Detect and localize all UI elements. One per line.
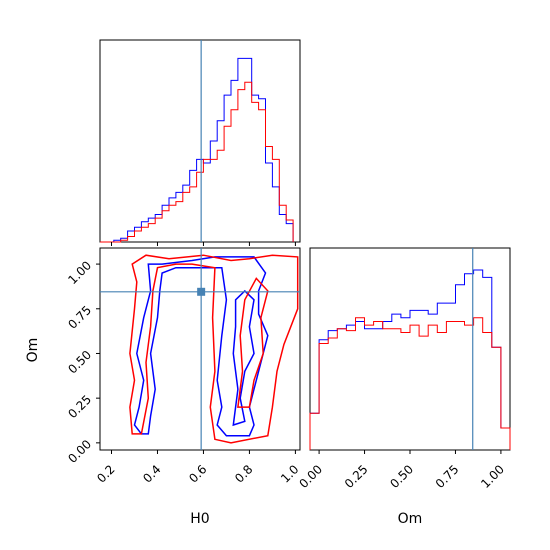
truth-point	[197, 287, 206, 296]
om-x-tick-label: 0.00	[296, 462, 325, 491]
truth-markers	[100, 40, 474, 450]
om-histogram-series-1	[309, 269, 511, 450]
contour-series-2-level-1	[129, 254, 299, 444]
contour-series-1-level-2	[232, 289, 255, 427]
h0-marginal-frame	[99, 39, 301, 243]
om-x-tick-label: 0.25	[342, 462, 371, 491]
om-marginal-frame	[309, 247, 511, 451]
om-y-tick-label: 0.25	[65, 392, 94, 421]
h0-histogram-series-1	[100, 57, 294, 243]
h0-marginal-histograms	[100, 57, 294, 243]
h0-histogram-series-2	[100, 81, 294, 243]
om-y-tick-label: 0.50	[65, 348, 94, 377]
h0-tick-label: 0.2	[94, 462, 117, 485]
om-y-tick-label: 0.00	[65, 437, 94, 466]
om-histogram-series-2	[309, 317, 511, 450]
contour-series-2-level-2	[237, 277, 269, 408]
h0-axis-label: H0	[190, 511, 209, 527]
om-marginal-histograms	[309, 269, 511, 450]
om-x-tick-label: 0.50	[387, 462, 416, 491]
h0-om-contours	[129, 254, 299, 444]
om-x-tick-label: 0.75	[433, 462, 462, 491]
h0-tick-label: 0.8	[232, 462, 255, 485]
contour-frame	[99, 247, 301, 451]
om-y-tick-label: 1.00	[65, 258, 94, 287]
h0-tick-label: 0.4	[140, 462, 163, 485]
h0-tick-label: 0.6	[186, 462, 209, 485]
om-y-tick-label: 0.75	[65, 303, 94, 332]
om-x-tick-label: 1.00	[478, 462, 507, 491]
om-axis-label-left: Om	[25, 338, 41, 363]
om-axis-label-bottom: Om	[398, 511, 423, 527]
